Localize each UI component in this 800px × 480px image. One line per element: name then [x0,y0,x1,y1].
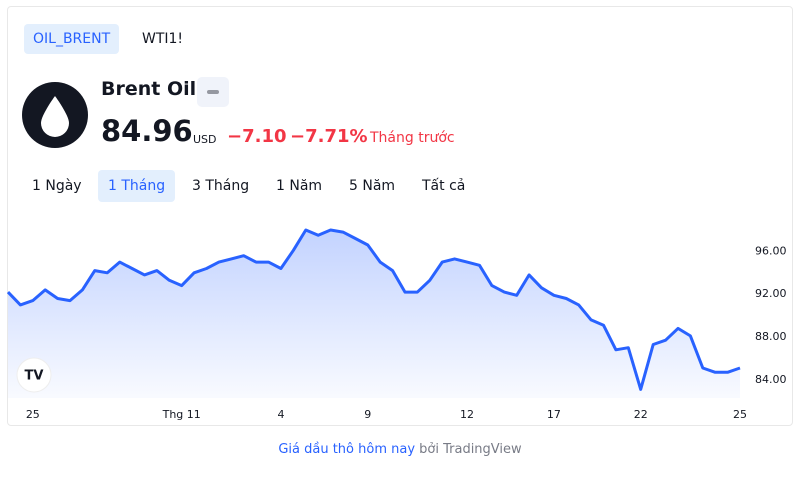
chart: 84.00 88.00 92.00 96.00 25 Thg 11 4 9 12 17 22 25 [6,228,787,421]
x-tick-label: Thg 11 [162,408,201,421]
range-button[interactable]: 1 Năm [276,178,323,194]
y-tick-label: 88.00 [755,330,787,343]
x-tick-label: 25 [26,408,40,421]
footer-link[interactable]: Giá dầu thô hôm nay [278,442,416,457]
x-tick-label: 17 [547,408,561,421]
tab[interactable]: WTI1! [142,31,184,47]
range-button[interactable]: 1 Tháng [98,170,176,202]
y-tick-label: 96.00 [755,244,787,257]
widget [7,6,793,426]
change: −7.10 [227,126,287,147]
area [8,230,740,398]
drop-icon [41,96,69,137]
currency: USD [193,133,217,146]
x-tick-label: 12 [460,408,474,421]
x-tick-label: 4 [277,408,284,421]
range-button[interactable]: 3 Tháng [192,178,250,194]
x-tick-label: 22 [634,408,648,421]
x-tick-label: 9 [364,408,371,421]
change-percent: −7.71% [290,126,368,147]
period: Tháng trước [370,130,455,146]
symbol-name: Brent Oil [101,78,197,100]
tab[interactable]: OIL_BRENT [24,24,120,54]
logo [22,82,88,148]
price: 84.96 [101,114,193,148]
price-line [6,228,741,391]
range-button[interactable]: 5 Năm [349,178,396,194]
footer: Giá dầu thô hôm nay bởi TradingView [0,442,800,457]
badge [197,77,229,107]
svg-text:TV: TV [25,369,44,384]
range-button[interactable]: 1 Ngày [32,178,82,194]
tv-logo: TV [16,357,52,393]
y-tick-label: 84.00 [755,373,787,386]
x-tick-label: 25 [733,408,747,421]
footer-by[interactable]: bởi TradingView [419,442,522,457]
y-tick-label: 92.00 [755,287,787,300]
range-button[interactable]: Tất cả [422,178,466,194]
